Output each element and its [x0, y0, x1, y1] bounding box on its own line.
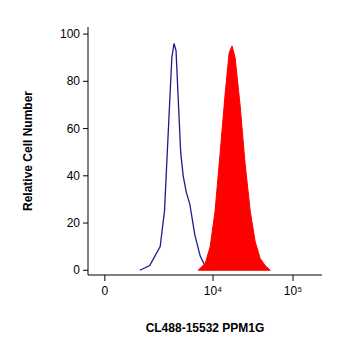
x-tick-label: 10⁵ — [284, 284, 302, 298]
y-tick-label: 100 — [60, 27, 80, 41]
chart: 0 20 40 60 80 100 0 10⁴ 10⁵ CL488-15532 PPM1G Rela… — [0, 0, 361, 356]
x-axis — [88, 275, 322, 276]
outline-histogram — [140, 44, 210, 271]
y-tick — [83, 175, 88, 176]
y-tick — [83, 81, 88, 82]
x-tick — [213, 275, 214, 281]
y-tick-label: 0 — [73, 263, 80, 277]
filled-histogram — [198, 46, 270, 270]
y-tick-label: 40 — [67, 169, 81, 183]
y-tick — [83, 128, 88, 129]
x-tick — [293, 275, 294, 281]
y-tick — [83, 270, 88, 271]
x-tick-label: 10⁴ — [204, 284, 223, 298]
y-tick-label: 80 — [67, 74, 81, 88]
y-tick-label: 60 — [67, 122, 81, 136]
x-tick — [104, 275, 105, 281]
x-axis-label: CL488-15532 PPM1G — [146, 321, 265, 335]
y-tick — [83, 223, 88, 224]
x-tick-label: 0 — [102, 284, 109, 298]
plot-area — [140, 44, 270, 271]
y-tick-label: 20 — [67, 216, 81, 230]
y-axis-label: Relative Cell Number — [21, 91, 35, 211]
y-axis — [88, 27, 89, 275]
y-tick — [83, 34, 88, 35]
